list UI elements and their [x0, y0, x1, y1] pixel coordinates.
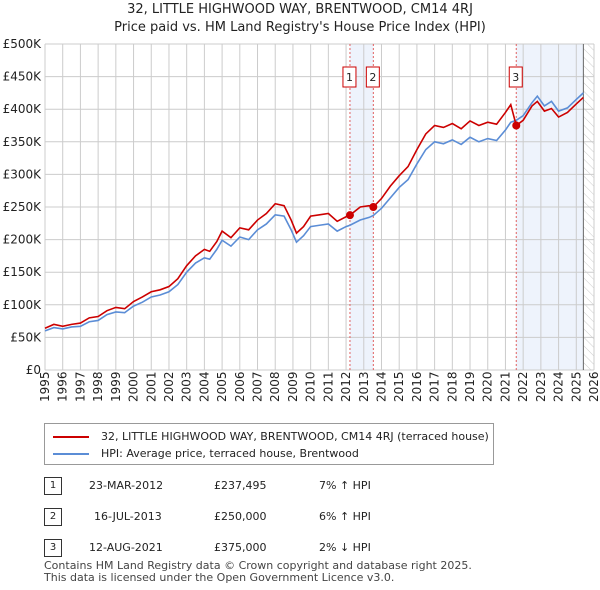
sale-label-box: [365, 66, 380, 88]
chart-plot: 1995 1996 1997 1998 1999 2000 2001 2002 2003 2004…: [3, 37, 600, 402]
chart-subtitle: Price paid vs. HM Land Registry's House …: [114, 20, 486, 35]
legend-label: 32, LITTLE HIGHWOOD WAY, BRENTWOOD, CM14…: [101, 430, 489, 443]
y-tick-label: £400K: [3, 102, 43, 116]
legend-item-property: 32, LITTLE HIGHWOOD WAY, BRENTWOOD, CM14…: [53, 430, 489, 443]
transaction-price: £375,000: [214, 541, 267, 554]
x-tick-label: 2007: [251, 371, 265, 402]
sale-label: 3: [512, 71, 519, 84]
y-tick-label: £50K: [10, 330, 42, 344]
x-tick-label: 2022: [516, 371, 530, 402]
transaction-row: 2 16-JUL-2013 £250,000 6% ↑ HPI: [44, 508, 564, 528]
x-tick-label: 2008: [268, 371, 282, 402]
legend-swatch-blue: [53, 452, 89, 455]
transaction-hpi: 6% ↑ HPI: [319, 510, 371, 523]
x-tick-label: 2002: [162, 371, 176, 402]
x-tick-label: 2025: [569, 371, 583, 402]
sale-label-box: [508, 66, 523, 88]
x-tick-label: 1997: [73, 371, 87, 402]
transaction-price: £250,000: [214, 510, 267, 523]
transaction-date: 12-AUG-2021: [89, 541, 163, 554]
y-tick-label: £450K: [3, 70, 43, 84]
sale-label: 2: [369, 71, 376, 84]
x-tick-label: 2001: [144, 371, 158, 402]
series-line: [44, 96, 584, 330]
x-tick-label: 1999: [109, 371, 123, 402]
x-tick-label: 2009: [286, 371, 300, 402]
footer: Contains HM Land Registry data © Crown c…: [44, 560, 472, 584]
x-tick-label: 2014: [374, 371, 388, 402]
transaction-price: £237,495: [214, 479, 267, 492]
x-tick-label: 2010: [304, 371, 318, 402]
x-tick-label: 2015: [392, 371, 406, 402]
transaction-date: 23-MAR-2012: [89, 479, 164, 492]
x-tick-label: 2013: [357, 371, 371, 402]
x-tick-label: 2023: [534, 371, 548, 402]
transaction-number: 1: [44, 477, 62, 495]
x-tick-label: 2021: [498, 371, 512, 402]
x-tick-label: 2004: [197, 371, 211, 402]
series-line: [44, 92, 584, 332]
legend-swatch-red: [53, 435, 89, 438]
sale-point: [512, 121, 521, 130]
x-tick-label: 2016: [410, 371, 424, 402]
transaction-number: 3: [44, 539, 62, 557]
x-tick-label: 1998: [91, 371, 105, 402]
transaction-row: 1 23-MAR-2012 £237,495 7% ↑ HPI: [44, 477, 564, 497]
transaction-number: 2: [44, 508, 62, 526]
x-tick-label: 2026: [587, 371, 600, 402]
x-tick-label: 1995: [38, 371, 52, 402]
legend-label: HPI: Average price, terraced house, Bren…: [101, 447, 359, 460]
transaction-hpi: 7% ↑ HPI: [319, 479, 371, 492]
transaction-row: 3 12-AUG-2021 £375,000 2% ↓ HPI: [44, 539, 564, 559]
y-tick-label: £350K: [3, 135, 43, 149]
x-tick-label: 2018: [445, 371, 459, 402]
x-tick-label: 2017: [428, 371, 442, 402]
y-tick-label: £250K: [3, 200, 43, 214]
x-tick-label: 2003: [180, 371, 194, 402]
sale-point: [369, 203, 378, 211]
y-tick-label: £100K: [3, 298, 43, 312]
transaction-date: 16-JUL-2013: [94, 510, 162, 523]
x-tick-label: 2000: [127, 371, 141, 402]
x-tick-label: 2012: [339, 371, 353, 402]
y-tick-label: £150K: [3, 265, 43, 279]
y-tick-label: £200K: [3, 233, 43, 247]
x-tick-label: 2005: [215, 371, 229, 402]
x-tick-label: 2006: [233, 371, 247, 402]
legend: 32, LITTLE HIGHWOOD WAY, BRENTWOOD, CM14…: [44, 423, 494, 465]
footer-licence: This data is licensed under the Open Gov…: [44, 571, 395, 584]
x-tick-label: 2024: [552, 371, 566, 402]
footer-copyright: Contains HM Land Registry data © Crown c…: [44, 559, 472, 572]
transaction-hpi: 2% ↓ HPI: [319, 541, 371, 554]
y-tick-label: £500K: [3, 37, 43, 51]
chart-title: 32, LITTLE HIGHWOOD WAY, BRENTWOOD, CM14…: [127, 2, 473, 17]
x-tick-label: 2011: [321, 371, 335, 402]
sale-label: 1: [346, 71, 353, 84]
x-tick-label: 2019: [463, 371, 477, 402]
y-tick-label: £0: [26, 363, 41, 377]
sale-point: [345, 211, 354, 220]
y-tick-label: £300K: [3, 167, 43, 181]
sale-label-box: [342, 66, 357, 88]
x-tick-label: 1996: [56, 371, 70, 402]
legend-item-hpi: HPI: Average price, terraced house, Bren…: [53, 447, 359, 460]
x-tick-label: 2020: [481, 371, 495, 402]
